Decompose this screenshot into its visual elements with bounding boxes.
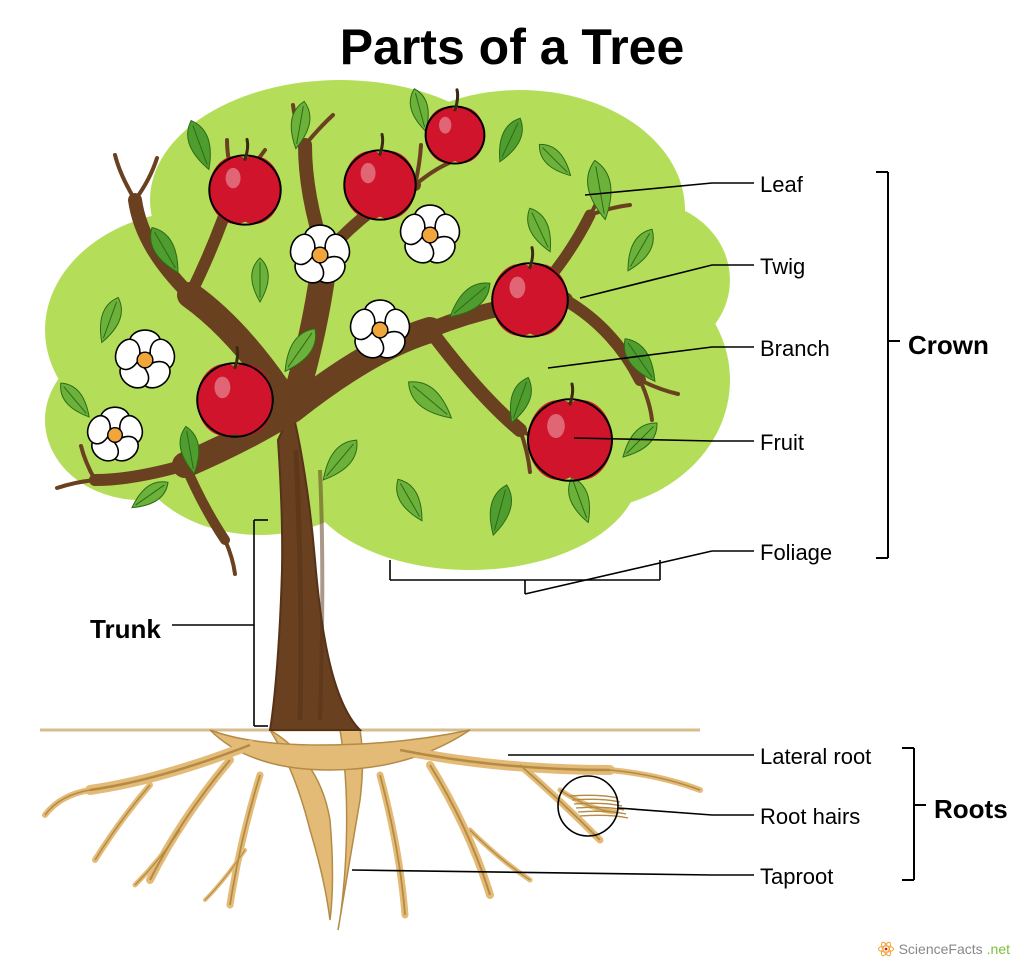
diagram-stage: Parts of a Tree Leaf Twig Branch Fruit F… bbox=[0, 0, 1024, 968]
page-title: Parts of a Tree bbox=[0, 18, 1024, 76]
attribution-suffix: .net bbox=[987, 941, 1010, 957]
label-foliage: Foliage bbox=[760, 540, 832, 566]
label-crown: Crown bbox=[908, 330, 989, 361]
label-fruit: Fruit bbox=[760, 430, 804, 456]
label-twig: Twig bbox=[760, 254, 805, 280]
label-roots: Roots bbox=[934, 794, 1008, 825]
attribution: ScienceFacts.net bbox=[877, 940, 1010, 958]
label-lateral-root: Lateral root bbox=[760, 744, 871, 770]
label-leaf: Leaf bbox=[760, 172, 803, 198]
atom-icon bbox=[877, 940, 895, 958]
label-branch: Branch bbox=[760, 336, 830, 362]
label-root-hairs: Root hairs bbox=[760, 804, 860, 830]
attribution-text: ScienceFacts bbox=[899, 941, 983, 957]
label-taproot: Taproot bbox=[760, 864, 833, 890]
tree-svg bbox=[0, 0, 1024, 968]
label-trunk: Trunk bbox=[90, 614, 161, 645]
